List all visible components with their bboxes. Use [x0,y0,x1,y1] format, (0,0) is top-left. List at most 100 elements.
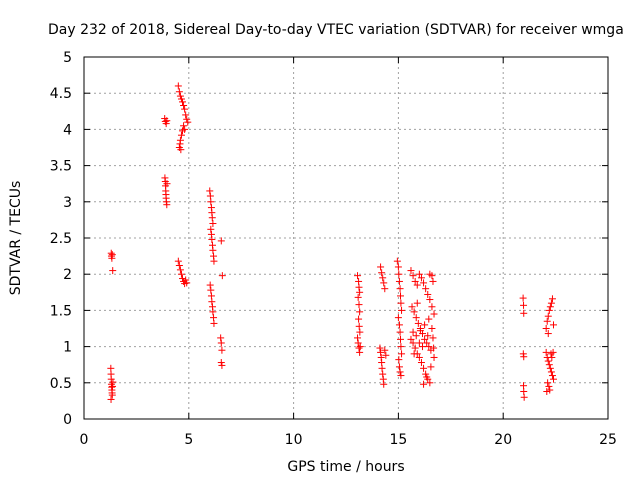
data-point [520,393,528,401]
data-point [174,82,182,90]
data-point [411,277,419,285]
data-point [411,344,419,352]
data-point [428,325,436,332]
data-point [425,343,433,351]
data-point [542,325,550,332]
data-points [107,82,558,403]
data-point [380,380,388,388]
x-tick-labels: 0 5 10 15 20 25 [80,432,617,448]
chart-title: Day 232 of 2018, Sidereal Day-to-day VTE… [48,22,624,38]
data-point [397,372,405,380]
data-point [355,344,363,352]
data-point [395,321,403,329]
data-point [409,272,417,280]
data-point [162,120,170,128]
data-point [519,294,527,302]
data-point [430,344,438,352]
data-point [395,277,403,285]
data-point [409,339,417,347]
data-point [174,257,182,265]
data-point [417,274,425,282]
x-tick-label: 15 [389,432,407,448]
data-point [425,315,433,323]
data-point [426,379,434,387]
data-point [207,225,215,233]
data-point [420,380,428,388]
data-point [395,363,403,371]
data-point [423,373,431,381]
data-point [354,272,362,280]
data-point [177,95,185,103]
data-point [217,334,225,342]
data-point [430,353,438,361]
data-point [415,353,423,361]
data-point [163,117,171,125]
x-tick-label: 5 [184,432,193,448]
data-point [183,279,191,287]
data-point [548,372,556,380]
data-point [428,272,436,280]
data-point [544,379,552,387]
data-point [549,348,557,356]
data-point [207,286,215,294]
data-point [209,246,217,254]
data-point [397,343,405,351]
data-point [550,375,558,383]
data-point [356,348,364,356]
data-point [354,339,362,347]
data-point [356,308,364,316]
data-point [414,319,422,327]
data-point [378,364,386,372]
data-point [546,364,554,372]
data-point [183,115,191,123]
data-point [379,370,387,378]
data-point [354,293,362,301]
data-point [109,378,117,386]
data-point [410,308,418,316]
data-point [217,237,225,245]
data-point [218,346,226,354]
data-point [379,274,387,282]
y-tick-label: 0 [63,412,72,428]
data-point [179,98,187,106]
data-point [208,214,216,222]
data-point [544,312,552,320]
data-point [396,335,404,343]
data-point [180,122,188,130]
y-axis-label: SDTVAR / TECUs [8,181,24,296]
data-point [421,321,429,329]
data-point [422,370,430,378]
data-point [413,299,421,307]
data-point [177,131,185,139]
x-tick-label: 20 [494,432,512,448]
data-point [376,344,384,352]
data-point [217,359,225,367]
data-point [424,290,432,298]
data-point [412,314,420,322]
x-tick-label: 25 [599,432,617,448]
data-point [550,321,558,329]
data-point [177,146,185,154]
y-tick-label: 5 [63,50,72,66]
data-point [548,353,556,361]
data-point [209,220,217,228]
data-point [377,263,385,271]
data-point [218,361,226,369]
data-point [218,272,226,280]
data-point [415,339,423,347]
data-point [548,295,556,303]
data-point [208,235,216,243]
data-point [394,314,402,322]
data-point [176,92,184,100]
data-point [207,198,215,206]
data-point [426,296,434,304]
data-point [356,328,364,336]
y-tick-label: 3 [63,195,72,211]
data-point [176,140,184,148]
data-point [180,102,188,110]
data-point [520,353,528,361]
data-point [520,309,528,317]
data-point [381,346,389,354]
y-tick-label: 2.5 [50,231,72,247]
